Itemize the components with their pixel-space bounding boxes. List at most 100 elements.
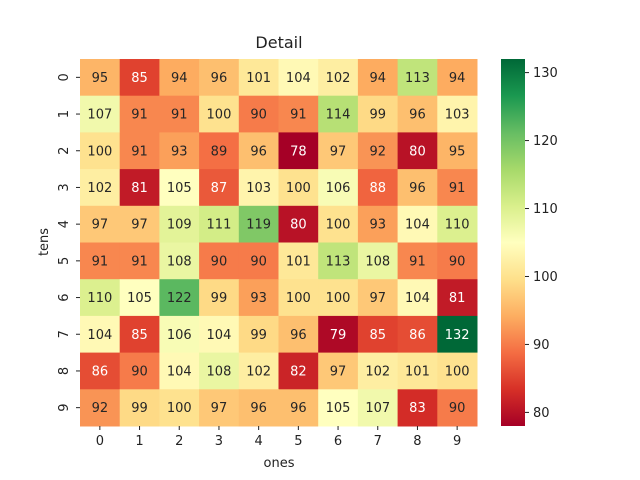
heatmap-cell: [238, 315, 279, 354]
heatmap-cell: [278, 169, 319, 207]
cell-value-label: 91: [131, 254, 148, 269]
cell-value-label: 85: [369, 328, 386, 343]
cell-value-label: 108: [365, 254, 390, 269]
heatmap-cell: [437, 389, 478, 427]
colorbar-tick-label: 80: [533, 406, 550, 421]
cell-value-label: 80: [290, 218, 307, 233]
cell-value-label: 93: [369, 218, 386, 233]
heatmap-cell: [119, 95, 160, 133]
heatmap-cell: [357, 169, 399, 207]
y-axis-label: tens: [37, 228, 52, 256]
heatmap-cell: [238, 205, 279, 243]
heatmap-cell: [278, 352, 319, 390]
heatmap-cell: [199, 242, 240, 280]
cell-value-label: 91: [131, 144, 148, 159]
heatmap-cell: [318, 389, 359, 427]
colorbar-tick-label: 90: [533, 338, 550, 353]
cell-value-label: 94: [171, 71, 188, 86]
heatmap-cell: [397, 205, 438, 243]
cell-value-label: 104: [405, 291, 430, 306]
heatmap-cell: [159, 169, 200, 207]
heatmap-cell: [318, 242, 359, 280]
cell-value-label: 91: [290, 108, 307, 123]
x-tick-label: 3: [215, 434, 223, 449]
heatmap-cell: [357, 389, 399, 427]
heatmap-cell: [199, 59, 240, 97]
heatmap-cell: [159, 279, 200, 317]
heatmap-cell: [397, 389, 438, 427]
cell-value-label: 90: [449, 254, 466, 269]
cell-value-label: 94: [369, 71, 386, 86]
heatmap-cell: [119, 205, 160, 243]
chart-title: Detail: [255, 33, 302, 52]
cell-value-label: 91: [92, 254, 109, 269]
cell-value-label: 99: [131, 401, 148, 416]
cell-value-label: 103: [246, 181, 271, 196]
cell-value-label: 101: [286, 254, 311, 269]
cell-value-label: 91: [449, 181, 466, 196]
heatmap-cell: [437, 242, 478, 280]
y-tick-label: 8: [57, 367, 72, 375]
cell-value-label: 97: [92, 218, 109, 233]
cell-value-label: 105: [167, 181, 192, 196]
heatmap-cell: [238, 132, 279, 170]
heatmap-cell: [437, 205, 478, 243]
cell-value-label: 103: [445, 108, 470, 123]
heatmap-cell: [357, 95, 399, 133]
cell-value-label: 110: [445, 218, 470, 233]
heatmap-cell: [397, 352, 438, 390]
cell-value-label: 100: [87, 144, 112, 159]
heatmap-cell: [278, 279, 319, 317]
heatmap-cell: [80, 352, 121, 390]
x-tick-label: 2: [175, 434, 183, 449]
y-tick-label: 9: [57, 404, 72, 412]
heatmap-cell: [119, 389, 160, 427]
heatmap-cell: [159, 242, 200, 280]
cell-value-label: 105: [326, 401, 351, 416]
cell-value-label: 100: [207, 108, 232, 123]
y-tick-label: 6: [57, 293, 72, 301]
heatmap-cell: [397, 95, 438, 133]
colorbar: [501, 59, 525, 426]
cell-value-label: 90: [250, 254, 267, 269]
cell-value-label: 90: [449, 401, 466, 416]
heatmap-cell: [318, 205, 359, 243]
cell-value-label: 81: [131, 181, 148, 196]
cell-value-label: 92: [92, 401, 109, 416]
heatmap-cell: [318, 169, 359, 207]
heatmap-cell: [357, 132, 399, 170]
cell-value-label: 96: [409, 181, 426, 196]
colorbar-tick-label: 100: [533, 270, 558, 285]
x-tick-label: 9: [453, 434, 461, 449]
cell-value-label: 87: [211, 181, 228, 196]
cell-value-label: 96: [290, 328, 307, 343]
heatmap-cells: 95 85 94 96 101 104 102 94 113 94 107 91 91 100 90 91 11…: [80, 59, 478, 427]
cell-value-label: 82: [290, 364, 307, 379]
cell-value-label: 102: [246, 364, 271, 379]
y-tick-label: 1: [57, 110, 72, 118]
cell-value-label: 90: [211, 254, 228, 269]
cell-value-label: 100: [326, 218, 351, 233]
heatmap-cell: [80, 205, 121, 243]
cell-value-label: 119: [246, 218, 271, 233]
cell-value-label: 78: [290, 144, 307, 159]
cell-value-label: 97: [330, 144, 347, 159]
x-tick-label: 7: [374, 434, 382, 449]
heatmap-cell: [119, 169, 160, 207]
heatmap-cell: [397, 242, 438, 280]
cell-value-label: 100: [286, 181, 311, 196]
cell-value-label: 91: [131, 108, 148, 123]
heatmap-cell: [357, 59, 399, 97]
heatmap-cell: [278, 315, 319, 354]
cell-value-label: 132: [445, 328, 470, 343]
heatmap-cell: [80, 279, 121, 317]
cell-value-label: 85: [131, 328, 148, 343]
heatmap-cell: [357, 352, 399, 390]
y-tick-label: 5: [57, 257, 72, 265]
heatmap-cell: [437, 279, 478, 317]
heatmap-cell: [318, 132, 359, 170]
heatmap-cell: [357, 279, 399, 317]
cell-value-label: 91: [171, 108, 188, 123]
cell-value-label: 92: [369, 144, 386, 159]
heatmap-cell: [318, 279, 359, 317]
